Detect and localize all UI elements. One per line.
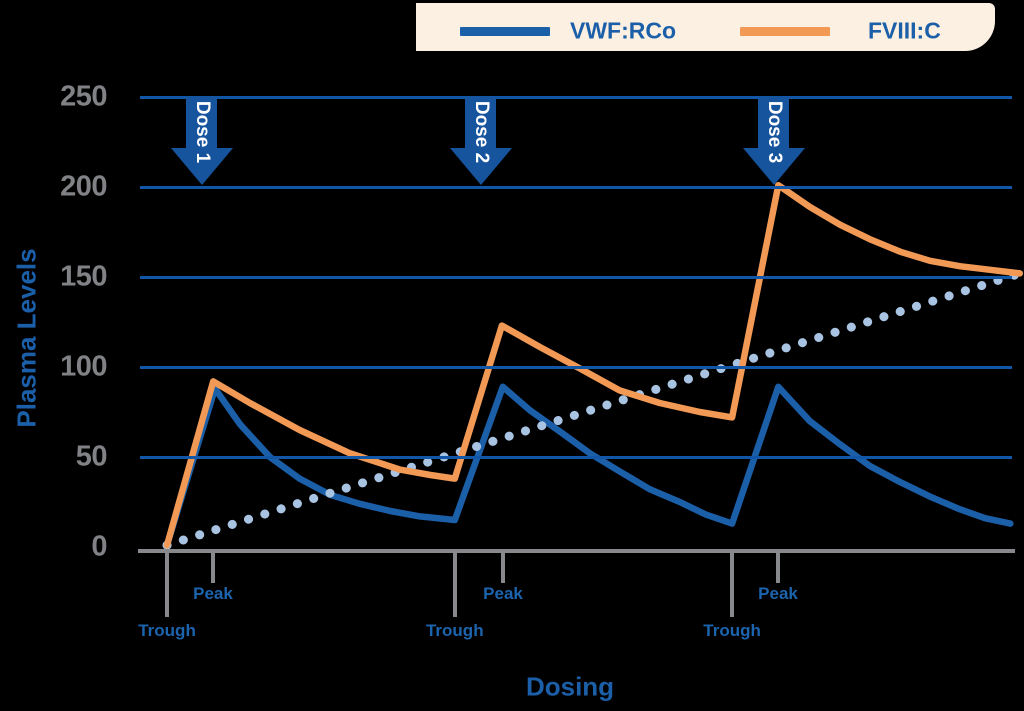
dose-arrow-1: Dose 1	[170, 97, 233, 185]
x-tick-label-trough-3: Trough	[703, 621, 761, 640]
dose-arrow-stem	[465, 97, 497, 149]
y-tick-label-200: 200	[60, 170, 107, 203]
gridline-50	[140, 455, 1012, 459]
x-tick-label-trough-1: Trough	[138, 621, 196, 640]
gridline-250	[140, 95, 1012, 99]
y-tick-label-150: 150	[60, 260, 107, 293]
x-tick-label-peak-2: Peak	[483, 584, 523, 603]
y-tick-label-250: 250	[60, 80, 107, 113]
series-line-fviii-c	[163, 181, 1024, 549]
vwfrco-line-swatch	[460, 27, 550, 36]
plot-area: 0 50 100 150 200 250 Dose 1 Dose 2 Dose 3 Trough P…	[60, 81, 1024, 640]
x-tick-label-trough-2: Trough	[425, 621, 484, 640]
x-tick-trough-3	[730, 549, 734, 617]
gridline-200	[140, 185, 1012, 189]
x-axis-title: Dosing	[525, 671, 615, 702]
legend: VWF:RCo FVIII:C	[416, 3, 995, 51]
x-tick-peak-1	[211, 549, 215, 583]
x-tick-trough-1	[165, 549, 169, 617]
dose-arrow-label: Dose 2	[470, 101, 492, 164]
x-tick-label-peak-3: Peak	[758, 584, 798, 603]
dose-arrow-3: Dose 3	[742, 97, 805, 185]
legend-label-vwfrco: VWF:RCo	[570, 17, 677, 44]
dose-arrow-label: Dose 3	[763, 101, 785, 164]
dose-arrow-stem	[758, 97, 790, 149]
x-tick-label-peak-1: Peak	[193, 584, 233, 603]
gridline-150	[140, 275, 1012, 279]
legend-label-fviiic: FVIII:C	[868, 17, 941, 44]
series-line-cumulative-trend	[162, 268, 1024, 550]
dose-arrow-2: Dose 2	[449, 97, 512, 185]
dose-arrow-stem	[186, 97, 218, 149]
gridline-100	[140, 365, 1012, 369]
x-axis-line	[138, 549, 1015, 553]
dose-arrow-head	[170, 148, 233, 185]
x-tick-peak-3	[776, 549, 780, 583]
y-tick-label-50: 50	[75, 440, 108, 473]
dose-arrow-label: Dose 1	[191, 101, 213, 164]
x-tick-peak-2	[501, 549, 505, 583]
dose-arrow-head	[449, 148, 512, 185]
series-line-vwf-rco	[163, 383, 1014, 549]
y-tick-label-100: 100	[60, 350, 107, 383]
dose-arrow-head	[742, 148, 805, 185]
x-tick-trough-2	[453, 549, 457, 617]
series-curves	[162, 181, 1024, 550]
fviiic-line-swatch	[740, 27, 830, 36]
y-tick-label-0: 0	[91, 530, 107, 563]
